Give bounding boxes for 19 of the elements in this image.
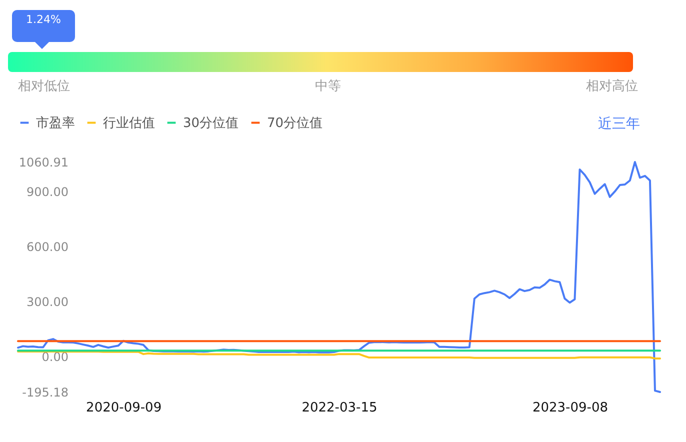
text: 相对低位: [18, 79, 70, 95]
text: 1.24%: [25, 13, 62, 26]
legend-label: 行业估值: [103, 116, 155, 131]
y-tick-label: 0.00: [42, 350, 68, 364]
legend-label: 市盈率: [36, 114, 75, 131]
x-tick-label: 2022-03-15: [302, 400, 378, 416]
x-tick-label: 2023-09-08: [532, 400, 608, 416]
line-series: [17, 350, 661, 360]
y-tick-label: 1060.91: [18, 156, 68, 170]
y-tick-label: -195.18: [22, 386, 68, 400]
legend-label: 70分位值: [267, 116, 323, 131]
y-tick-label: 600.00: [26, 240, 68, 254]
y-tick-label: 900.00: [26, 184, 68, 199]
y-tick-label: 300.00: [26, 294, 68, 309]
text: 近三年: [598, 116, 640, 133]
text: 相对高位: [586, 79, 638, 95]
text: 中等: [315, 79, 341, 95]
legend-label: 30分位值: [183, 116, 239, 131]
x-tick-label: 2020-09-09: [86, 400, 162, 416]
